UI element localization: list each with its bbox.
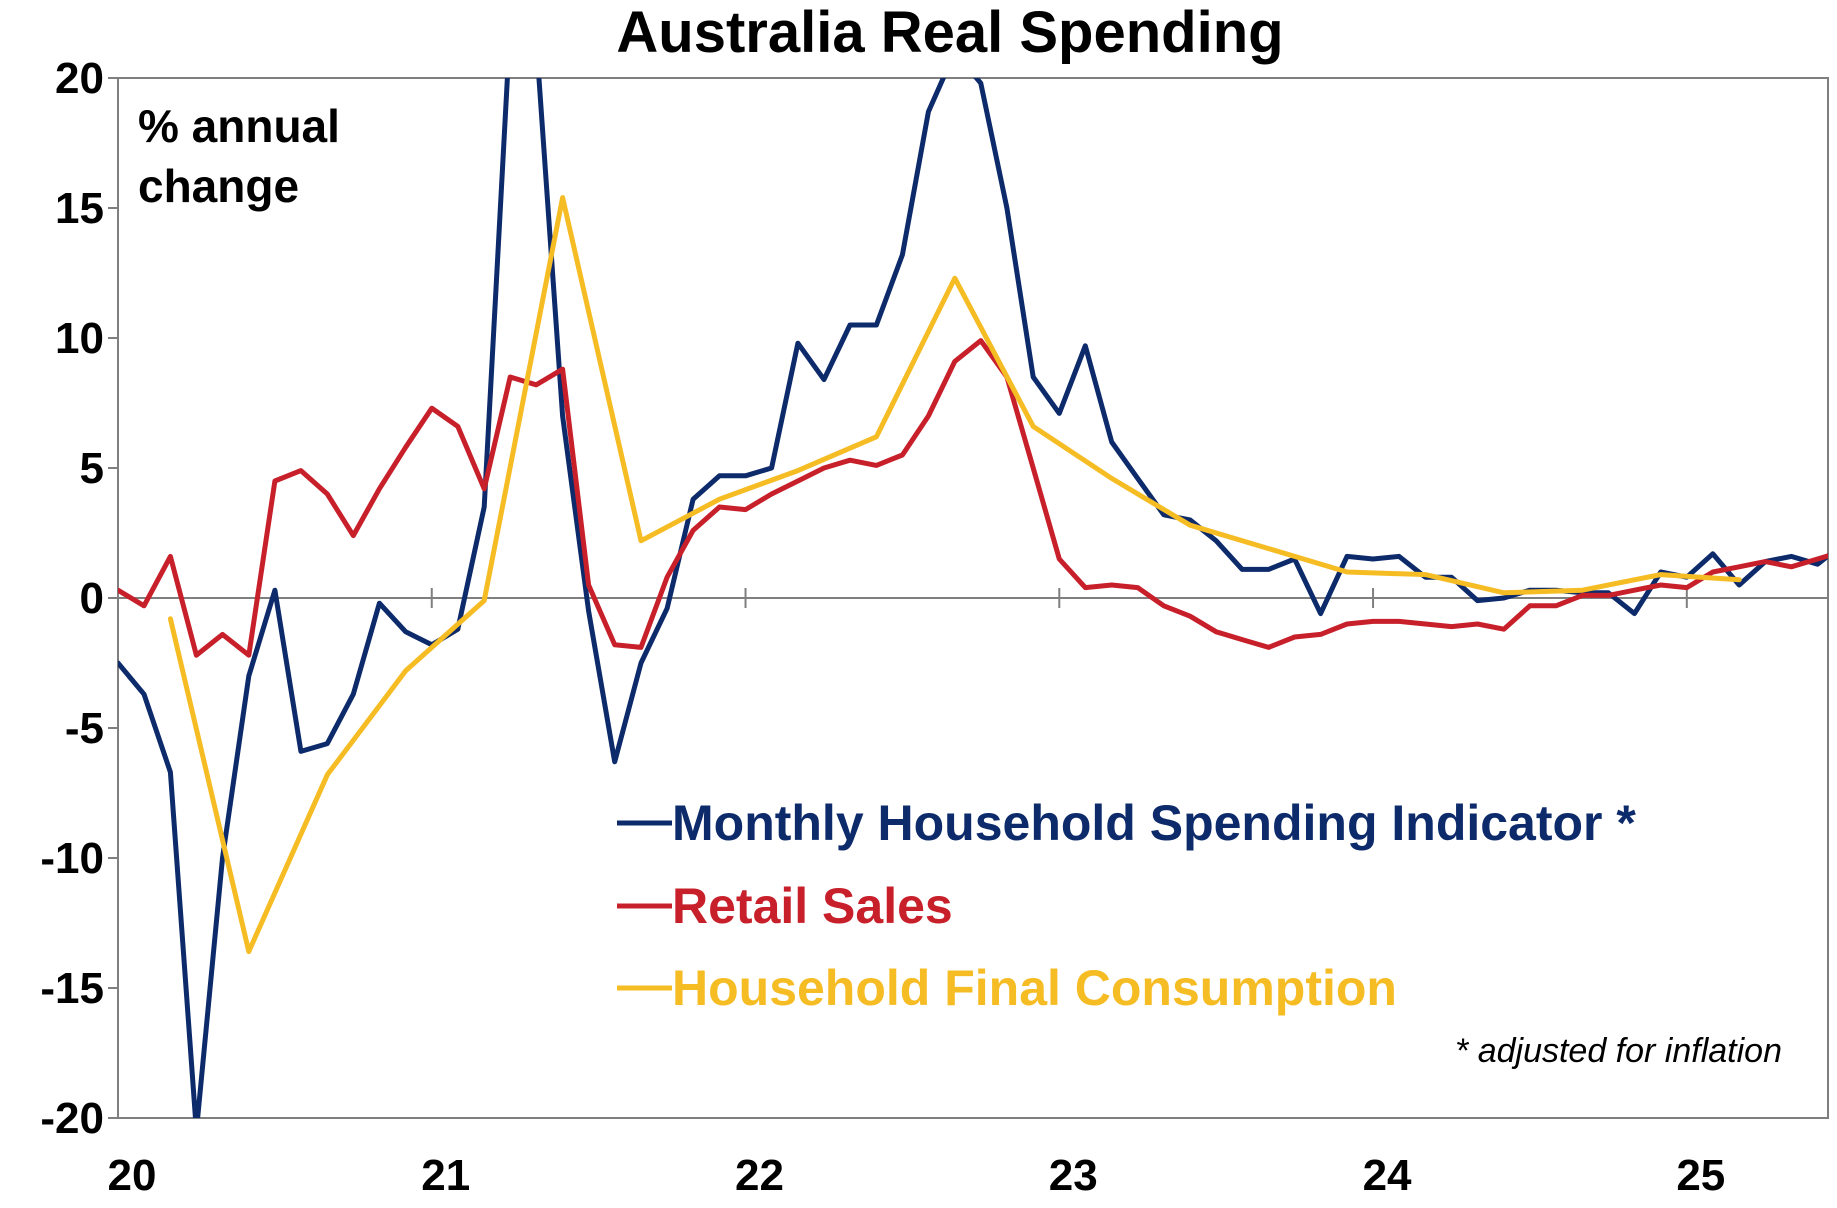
y-axis-label-line-1: % annual: [138, 100, 340, 152]
legend: Monthly Household Spending Indicator * Re…: [617, 795, 1636, 1016]
chart-title: Australia Real Spending: [616, 0, 1283, 65]
y-tick-label: 5: [80, 444, 104, 493]
y-tick-label: -20: [40, 1094, 104, 1143]
y-tick-label: 0: [80, 574, 104, 623]
footnote: * adjusted for inflation: [1455, 1032, 1782, 1070]
y-axis: 20 15 10 5 0 -5 -10 -15 -20: [40, 54, 118, 1143]
y-tick-label: 20: [55, 54, 104, 103]
y-tick-label: -10: [40, 834, 104, 883]
x-tick-label: 22: [735, 1151, 784, 1200]
y-tick-label: -15: [40, 964, 104, 1013]
x-tick-label: 24: [1363, 1151, 1412, 1200]
legend-label: Retail Sales: [672, 878, 953, 934]
legend-label: Household Final Consumption: [672, 960, 1397, 1016]
x-tick-label: 21: [421, 1151, 470, 1200]
x-tick-label: 23: [1049, 1151, 1098, 1200]
series-lines: [118, 78, 1828, 1118]
y-tick-label: -5: [65, 704, 104, 753]
series-line-2: [118, 338, 1828, 658]
series-line-3: [167, 195, 1742, 955]
x-axis: 20 21 22 23 24 25: [108, 588, 1725, 1200]
legend-label: Monthly Household Spending Indicator *: [672, 795, 1636, 851]
y-axis-label-line-2: change: [138, 160, 299, 212]
x-tick-label: 20: [108, 1151, 157, 1200]
x-tick-label: 25: [1676, 1151, 1725, 1200]
y-tick-label: 10: [55, 314, 104, 363]
y-tick-label: 15: [55, 184, 104, 233]
